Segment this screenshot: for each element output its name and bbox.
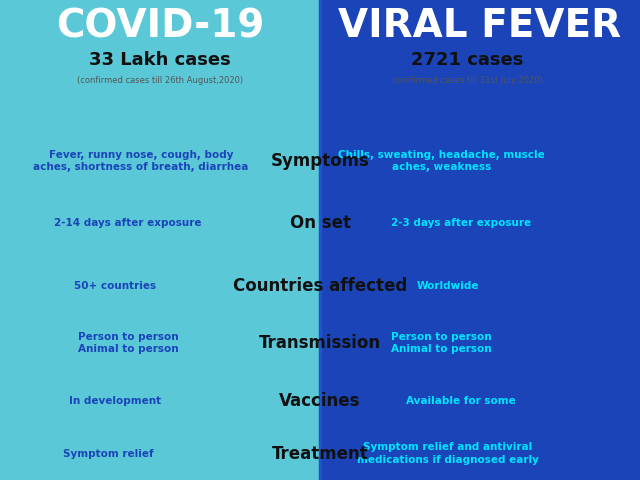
Text: Worldwide: Worldwide — [417, 281, 479, 290]
Text: (confirmed cases till 26th August,2020): (confirmed cases till 26th August,2020) — [77, 76, 243, 84]
Text: Person to person
Animal to person: Person to person Animal to person — [391, 332, 492, 354]
Text: Countries affected: Countries affected — [233, 276, 407, 295]
Text: VIRAL FEVER: VIRAL FEVER — [339, 7, 621, 46]
Bar — [320, 0, 640, 480]
Text: (confirmed cases till 31st july,2020): (confirmed cases till 31st july,2020) — [392, 76, 543, 84]
Text: Vaccines: Vaccines — [279, 392, 361, 410]
Text: 33 Lakh cases: 33 Lakh cases — [89, 51, 231, 69]
Text: COVID-19: COVID-19 — [56, 7, 264, 46]
Text: Treatment: Treatment — [271, 444, 369, 463]
Text: On set: On set — [289, 214, 351, 232]
Text: Person to person
Animal to person: Person to person Animal to person — [77, 332, 179, 354]
Text: In development: In development — [69, 396, 161, 406]
Text: Symptoms: Symptoms — [271, 152, 369, 170]
Text: Transmission: Transmission — [259, 334, 381, 352]
Text: Symptom relief: Symptom relief — [63, 449, 154, 458]
Text: Fever, runny nose, cough, body
aches, shortness of breath, diarrhea: Fever, runny nose, cough, body aches, sh… — [33, 150, 248, 172]
Bar — [0, 0, 320, 480]
Text: 50+ countries: 50+ countries — [74, 281, 156, 290]
Text: 2-3 days after exposure: 2-3 days after exposure — [391, 218, 531, 228]
Text: Chills, sweating, headache, muscle
aches, weakness: Chills, sweating, headache, muscle aches… — [338, 150, 545, 172]
Text: Symptom relief and antiviral
medications if diagnosed early: Symptom relief and antiviral medications… — [357, 443, 539, 465]
Text: 2-14 days after exposure: 2-14 days after exposure — [54, 218, 202, 228]
Text: 2721 cases: 2721 cases — [411, 51, 524, 69]
Text: Available for some: Available for some — [406, 396, 516, 406]
